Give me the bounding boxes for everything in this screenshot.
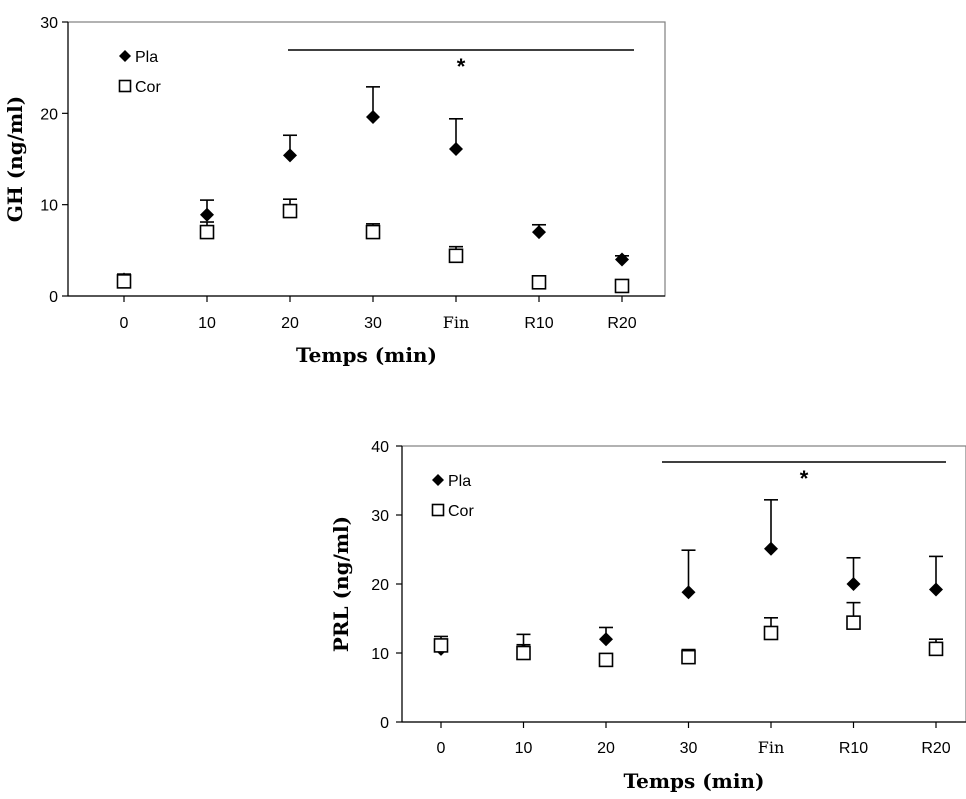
data-point-diamond — [283, 148, 297, 163]
data-point-square — [199, 224, 215, 240]
legend-marker-square — [118, 79, 132, 93]
data-point-square — [433, 638, 449, 653]
significance-star: * — [457, 54, 466, 79]
x-tick-label: 10 — [198, 315, 216, 332]
y-tick-label: 20 — [371, 577, 389, 594]
y-tick-label: 30 — [371, 508, 389, 525]
data-point-square — [365, 224, 381, 240]
data-point-diamond — [366, 109, 380, 124]
data-point-square — [681, 649, 696, 665]
y-tick-label: 30 — [40, 15, 58, 32]
legend-label: Cor — [135, 79, 161, 96]
data-point-diamond — [599, 632, 613, 647]
data-point-diamond — [615, 252, 629, 267]
data-point-square — [282, 203, 298, 219]
legend: Pla Cor — [118, 49, 161, 96]
legend-marker-square — [431, 503, 445, 517]
data-point-square — [763, 625, 779, 641]
data-point-square — [516, 645, 531, 661]
significance-star: * — [800, 466, 809, 491]
chart-2: 0 10 20 30 40 0 10 20 30 Fin R10 R20 Temps (min) PRL … — [329, 439, 966, 793]
series-pla — [117, 86, 629, 287]
data-point-square — [846, 615, 861, 630]
y-tick-label: 40 — [371, 439, 389, 456]
x-tick-label: 0 — [120, 315, 129, 332]
x-tick-label: 30 — [680, 740, 698, 757]
x-tick-label: 20 — [597, 740, 615, 757]
x-tick-label: R20 — [607, 315, 636, 332]
x-tick-label: 10 — [515, 740, 533, 757]
series-cor — [433, 601, 944, 668]
data-point-square — [928, 641, 944, 657]
x-tick-label: 20 — [281, 315, 299, 332]
data-point-diamond — [929, 582, 943, 597]
legend-marker-diamond — [432, 474, 444, 486]
plot-frame — [401, 445, 966, 723]
data-point-square — [116, 274, 132, 289]
data-point-square — [598, 652, 614, 668]
series-pla — [434, 499, 943, 658]
legend: Pla Cor — [431, 473, 474, 520]
series-cor — [116, 198, 630, 294]
y-tick-label: 10 — [40, 198, 58, 215]
x-tick-label: Fin — [758, 738, 785, 757]
x-axis-title: Temps (min) — [624, 769, 765, 793]
chart-1: 0 10 20 30 0 10 20 30 Fin R10 R20 Temps (min) GH (ng… — [3, 15, 666, 367]
y-tick-label: 0 — [380, 715, 389, 732]
data-point-square — [614, 278, 630, 294]
x-tick-label: R20 — [921, 740, 950, 757]
legend-label: Cor — [448, 503, 474, 520]
data-point-diamond — [532, 225, 546, 240]
legend-marker-diamond — [119, 50, 131, 62]
legend-label: Pla — [135, 49, 158, 66]
x-tick-label: R10 — [524, 315, 553, 332]
x-tick-label: Fin — [443, 313, 470, 332]
data-point-square — [531, 274, 547, 290]
y-tick-label: 20 — [40, 106, 58, 123]
data-point-diamond — [681, 585, 696, 600]
y-axis-title: GH (ng/ml) — [3, 96, 27, 222]
y-axis-title: PRL (ng/ml) — [329, 516, 353, 652]
x-tick-label: R10 — [839, 740, 868, 757]
legend-label: Pla — [448, 473, 471, 490]
x-tick-label: 0 — [437, 740, 446, 757]
x-tick-label: 30 — [364, 315, 382, 332]
data-point-diamond — [449, 141, 463, 156]
y-tick-label: 10 — [371, 646, 389, 663]
data-point-square — [448, 248, 464, 264]
data-point-diamond — [200, 207, 214, 222]
x-axis-title: Temps (min) — [296, 343, 437, 367]
data-point-diamond — [764, 541, 778, 556]
data-point-diamond — [846, 577, 861, 591]
y-tick-label: 0 — [49, 289, 58, 306]
